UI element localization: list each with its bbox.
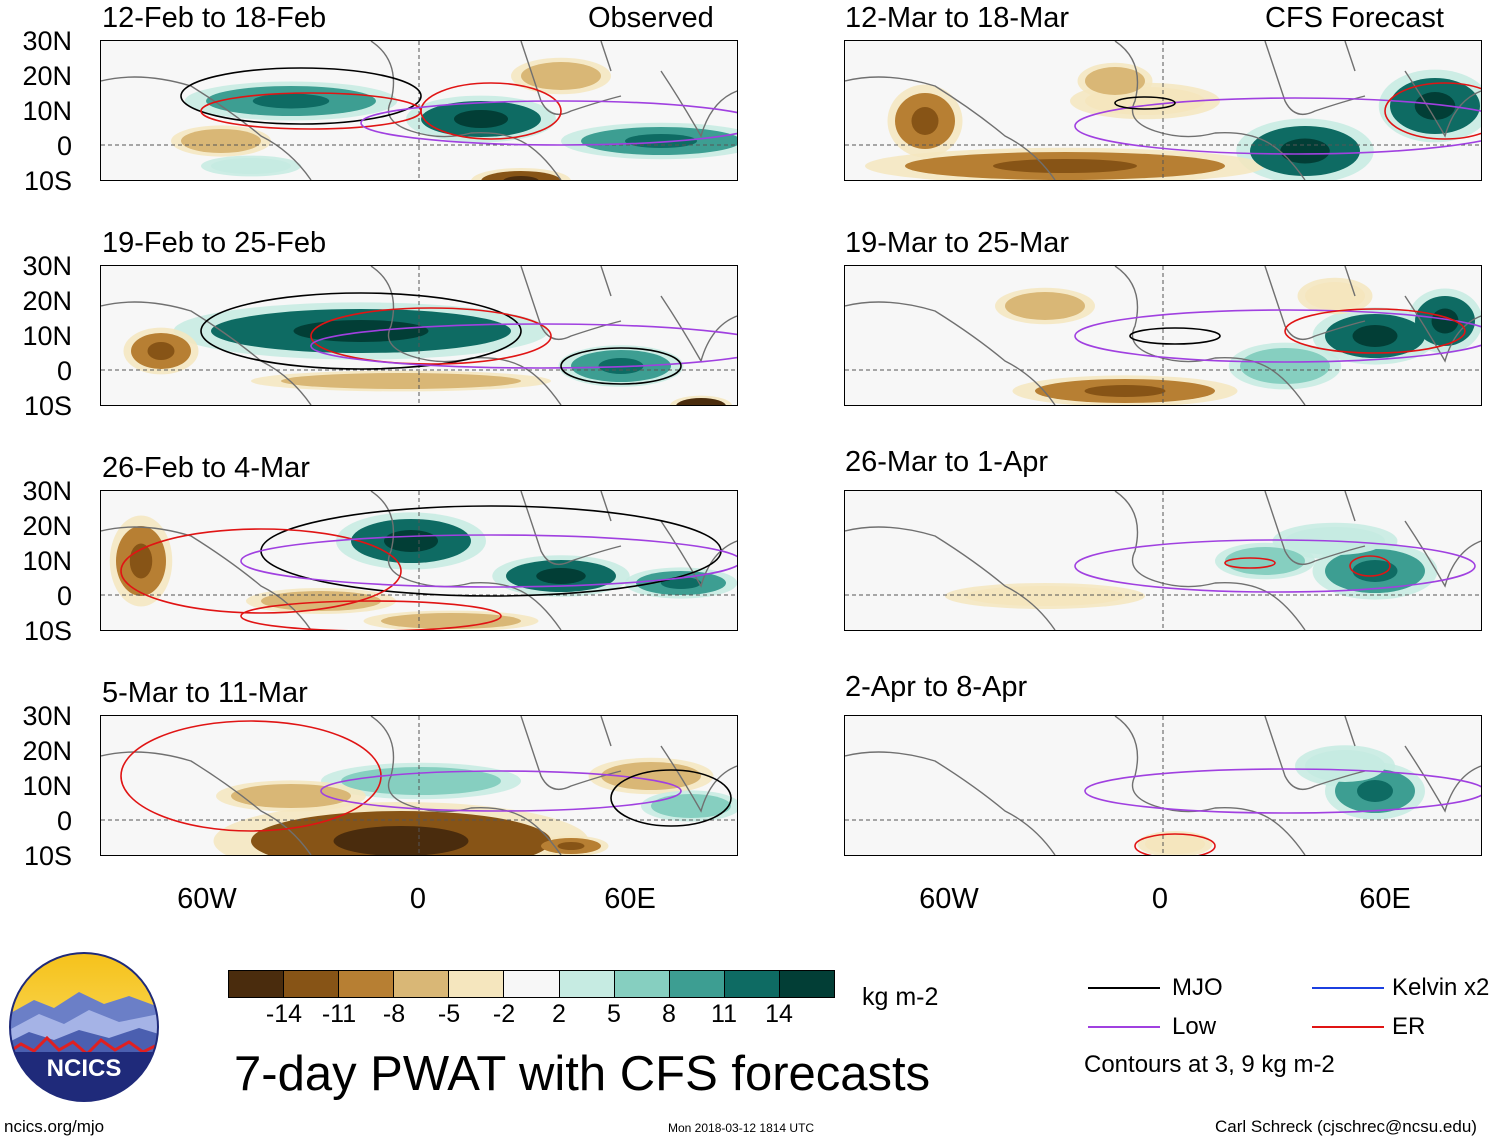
colorbar-label: -14: [265, 1000, 303, 1028]
map-panel-4: [100, 715, 738, 856]
lat-label: 10N: [22, 321, 72, 351]
colorbar-swatch: [284, 971, 340, 997]
map-panel-6: [844, 265, 1482, 406]
logo-text: NCICS: [47, 1055, 122, 1082]
panel-5-tag: CFS Forecast: [1265, 2, 1444, 34]
colorbar-label: -5: [437, 1000, 461, 1028]
lon-label: 60W: [919, 883, 979, 915]
legend-er-line: [1312, 1026, 1384, 1028]
colorbar-units: kg m-2: [862, 983, 939, 1011]
lat-label: 30N: [22, 476, 72, 506]
panel-7-title: 26-Mar to 1-Apr: [845, 446, 1049, 478]
lat-label: 10N: [22, 546, 72, 576]
lat-label: 10S: [23, 616, 72, 646]
lat-label: 10S: [23, 166, 72, 196]
colorbar-label: 11: [711, 1000, 737, 1028]
legend-low-label: Low: [1172, 1013, 1217, 1040]
main-title: 7-day PWAT with CFS forecasts: [234, 1047, 931, 1101]
legend-low-line: [1088, 1026, 1160, 1028]
panel-2-title: 19-Feb to 25-Feb: [102, 227, 327, 259]
lat-label: 10S: [23, 841, 72, 871]
lat-label: 0: [56, 131, 72, 161]
ncics-logo: NCICS: [9, 952, 159, 1102]
colorbar-swatch: [394, 971, 450, 997]
lat-label: 30N: [22, 701, 72, 731]
colorbar-swatch: [504, 971, 560, 997]
panel-3-title: 26-Feb to 4-Mar: [102, 452, 310, 484]
panel-4-title: 5-Mar to 11-Mar: [102, 677, 308, 709]
lat-label: 20N: [22, 736, 72, 766]
colorbar-label: 14: [765, 1000, 793, 1028]
panel-1-title: 12-Feb to 18-Feb: [102, 2, 327, 34]
legend-mjo-line: [1088, 987, 1160, 989]
colorbar-label: 8: [662, 1000, 676, 1028]
panel-6-title: 19-Mar to 25-Mar: [845, 227, 1070, 259]
lat-label: 30N: [22, 26, 72, 56]
colorbar-swatch: [724, 971, 780, 997]
lat-label: 10N: [22, 771, 72, 801]
colorbar-label: 5: [607, 1000, 621, 1028]
colorbar-label: -11: [321, 1000, 357, 1028]
colorbar: [228, 970, 835, 998]
lat-label: 20N: [22, 511, 72, 541]
map-panel-5: [844, 40, 1482, 181]
colorbar-label: 2: [552, 1000, 566, 1028]
lon-label: 0: [1151, 883, 1169, 915]
legend-kelvin-line: [1312, 987, 1384, 989]
lon-label: 0: [409, 883, 427, 915]
colorbar-swatch: [339, 971, 395, 997]
lon-label: 60E: [1359, 883, 1411, 915]
footer-author: Carl Schreck (cjschrec@ncsu.edu): [1215, 1117, 1477, 1136]
lat-label: 10N: [22, 96, 72, 126]
colorbar-label: -2: [492, 1000, 516, 1028]
lat-label: 20N: [22, 286, 72, 316]
legend-note: Contours at 3, 9 kg m-2: [1084, 1051, 1335, 1078]
panel-5-title: 12-Mar to 18-Mar: [845, 2, 1070, 34]
lat-label: 10S: [23, 391, 72, 421]
lat-label: 0: [56, 806, 72, 836]
lat-label: 0: [56, 356, 72, 386]
lat-label: 30N: [22, 251, 72, 281]
lat-label: 0: [56, 581, 72, 611]
lat-label: 20N: [22, 61, 72, 91]
footer-url: ncics.org/mjo: [4, 1117, 105, 1136]
map-panel-1: [100, 40, 738, 181]
legend-mjo-label: MJO: [1172, 974, 1223, 1001]
lon-label: 60E: [604, 883, 656, 915]
colorbar-swatch: [449, 971, 505, 997]
panel-1-tag: Observed: [588, 2, 714, 34]
colorbar-swatch: [229, 971, 285, 997]
colorbar-swatch: [669, 971, 725, 997]
map-panel-8: [844, 715, 1482, 856]
colorbar-label: -8: [382, 1000, 406, 1028]
legend-kelvin-label: Kelvin x2: [1392, 974, 1490, 1001]
panel-8-title: 2-Apr to 8-Apr: [845, 671, 1028, 703]
footer-timestamp: Mon 2018-03-12 1814 UTC: [668, 1121, 815, 1135]
colorbar-swatch: [559, 971, 615, 997]
map-panel-3: [100, 490, 738, 631]
colorbar-swatch: [779, 971, 835, 997]
lon-label: 60W: [177, 883, 237, 915]
map-panel-2: [100, 265, 738, 406]
colorbar-swatch: [614, 971, 670, 997]
map-panel-7: [844, 490, 1482, 631]
legend-er-label: ER: [1392, 1013, 1426, 1040]
